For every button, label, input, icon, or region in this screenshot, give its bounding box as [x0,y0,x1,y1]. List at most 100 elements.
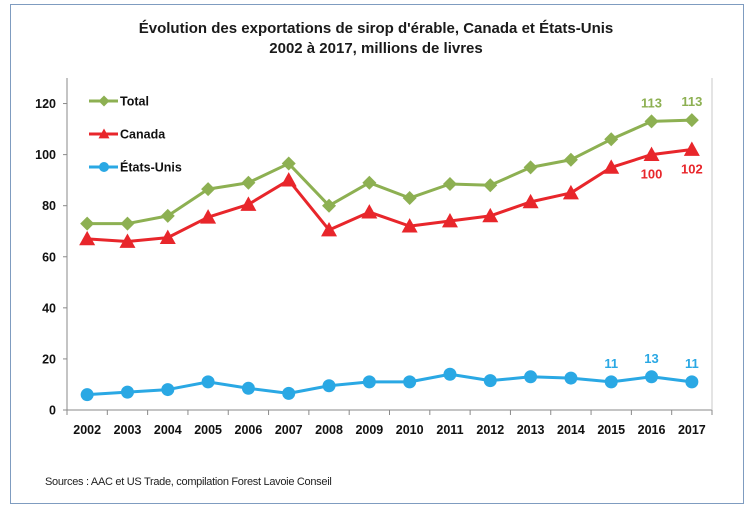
data-point [563,152,578,167]
x-tick-label: 2010 [396,423,424,437]
data-point [79,230,96,246]
data-point [201,182,216,197]
data-label: 102 [681,162,703,177]
data-point [80,388,94,402]
data-labels: 113 113 100 102 11 13 11 [604,94,702,371]
y-tick-label: 100 [35,148,56,162]
data-point [562,184,579,200]
source-note: Sources : AAC et US Trade, compilation F… [45,476,332,488]
data-label: 100 [641,167,663,182]
data-point [684,113,699,128]
data-point [522,193,539,209]
data-point [281,156,296,171]
x-tick-label: 2009 [355,423,383,437]
data-point [644,114,659,129]
y-tick-label: 60 [42,250,56,264]
series-layer [79,113,700,402]
chart-title-line-1: Évolution des exportations de sirop d'ér… [139,20,614,37]
x-tick-label: 2008 [315,423,343,437]
data-point [362,175,377,190]
series-line [87,118,692,226]
data-label: 13 [644,351,658,366]
data-point [322,198,337,213]
y-tick-label: 80 [42,199,56,213]
data-point [161,383,175,397]
legend-label: États-Unis [120,160,182,175]
data-point [402,191,417,206]
legend-item: États-Unis [89,160,182,175]
x-tick-label: 2015 [597,423,625,437]
y-tick-label: 20 [42,352,56,366]
data-point [442,176,457,191]
data-point [604,132,619,147]
data-point [120,385,134,399]
data-point [604,375,618,389]
x-tick-label: 2016 [638,423,666,437]
x-tick-label: 2003 [114,423,142,437]
series--tats-unis [80,367,699,402]
series-line [87,148,693,243]
legend-marker [98,128,110,139]
data-point [280,172,297,187]
legend-label: Total [120,95,149,109]
x-tick-label: 2017 [678,423,706,437]
data-point [443,367,457,381]
data-label: 11 [685,356,699,371]
x-tick-label: 2002 [73,423,101,437]
data-point [119,233,136,248]
data-point [401,218,418,233]
data-point [201,375,215,389]
chart-title-line-2: 2002 à 2017, millions de livres [269,40,482,57]
axes: 0 20 40 60 80 100 120 2002 2003 2004 2005 2006 2007 2… [35,78,713,437]
legend-item: Total [89,95,149,109]
legend-marker [98,95,110,107]
y-tick-label: 0 [49,404,56,418]
x-tick-label: 2014 [557,423,585,437]
data-point [683,141,700,156]
y-tick-label: 120 [35,97,56,111]
x-tick-label: 2012 [476,423,504,437]
data-point [240,196,257,211]
data-point [403,375,417,389]
data-point [80,216,95,231]
series-canada [79,141,700,248]
data-point [645,370,659,384]
x-tick-label: 2006 [235,423,263,437]
data-point [241,175,256,190]
legend-label: Canada [120,128,166,142]
data-point [564,371,578,385]
series-line [87,372,693,397]
data-point [159,229,176,245]
data-label: 113 [641,95,662,110]
data-point [483,374,497,388]
data-point [523,160,538,175]
data-point [685,375,699,389]
data-point [482,207,499,223]
chart-frame [10,4,744,504]
data-point [120,216,135,231]
data-point [362,375,376,389]
x-tick-label: 2011 [436,423,463,437]
data-point [321,221,338,237]
legend-marker [99,162,109,172]
y-tick-label: 40 [42,301,56,315]
series-total [80,113,699,231]
x-tick-label: 2004 [154,423,182,437]
data-point [200,209,217,224]
data-point [160,208,175,223]
data-point [441,213,458,228]
x-tick-label: 2013 [517,423,545,437]
data-point [603,159,620,174]
data-point [322,379,336,393]
data-point [361,204,378,219]
x-tick-label: 2007 [275,423,303,437]
data-point [483,178,498,193]
data-point [524,370,538,384]
data-point [643,146,660,162]
legend: Total Canada États-Unis [89,95,182,175]
data-point [241,381,255,395]
data-point [282,386,296,400]
legend-item: Canada [89,128,166,142]
data-label: 113 [681,94,702,109]
